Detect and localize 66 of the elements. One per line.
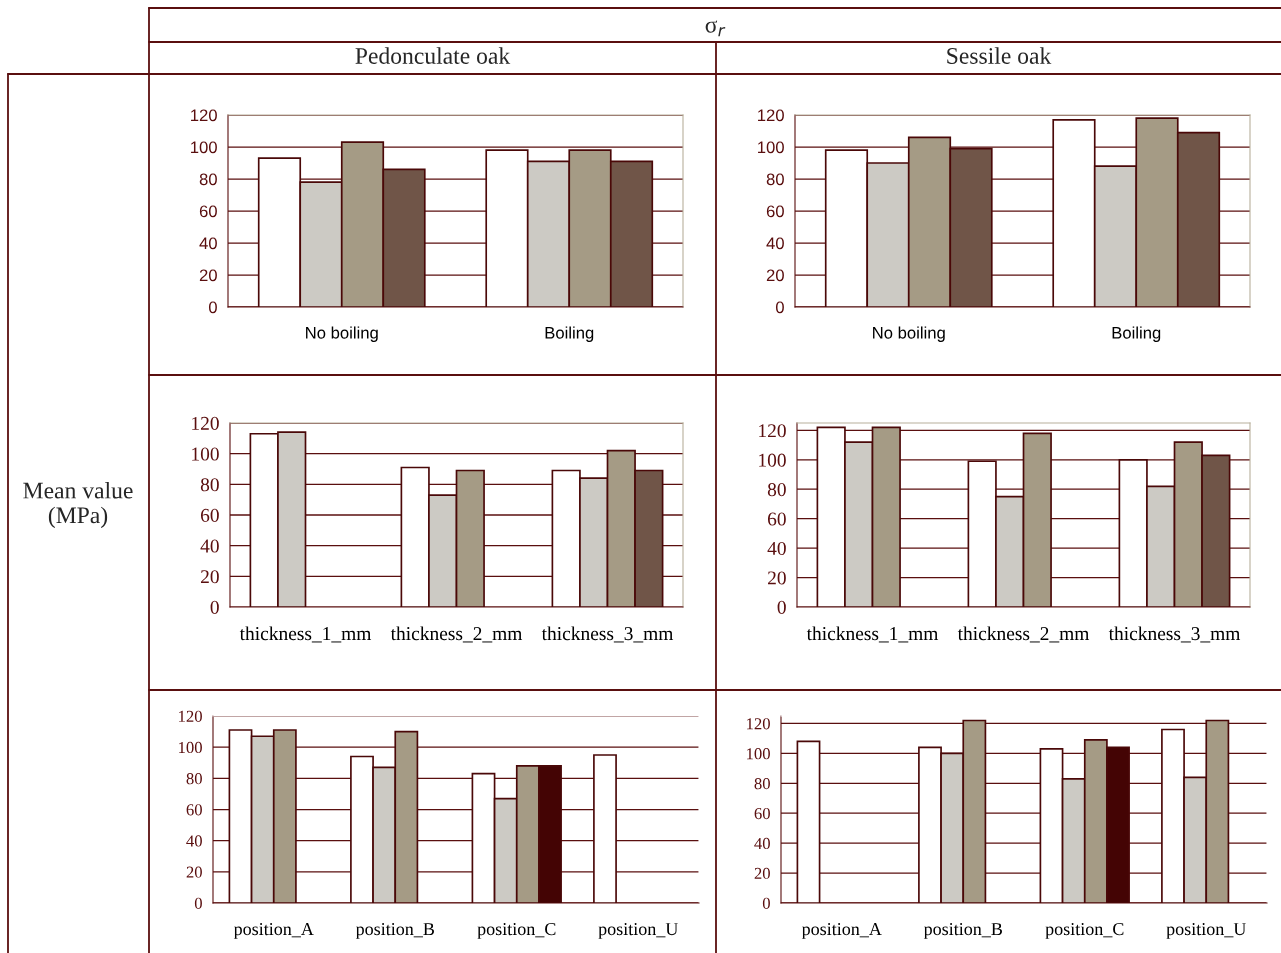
x-tick-label: position_B [923,923,1002,939]
y-tick-label: 100 [758,141,784,154]
y-tick-label: 40 [200,539,219,553]
y-tick-label: 40 [199,237,217,250]
y-tick-label: 100 [747,748,770,760]
y-tick-label: 120 [192,416,219,430]
x-tick-label: thickness_1_mm [806,626,939,643]
y-tick-label: 0 [777,600,786,614]
y-tick-label: 20 [754,867,770,880]
x-tick-label: No boiling [873,326,945,342]
y-tick-label: 60 [754,807,770,820]
y-tick-label: 120 [747,718,770,730]
y-tick-label: 60 [186,804,202,816]
y-tick-label: 20 [199,269,217,282]
y-tick-label: 100 [179,741,202,754]
text: σ$_{r}$ [705,20,726,37]
y-tick-label: 120 [179,710,202,722]
y-tick-label: 80 [199,173,217,186]
x-tick-label: position_C [1045,923,1124,939]
x-tick-label: position_A [801,923,882,939]
bar [593,754,617,903]
y-tick-label: 80 [766,173,784,186]
y-tick-label: 80 [186,773,202,785]
x-tick-label: No boiling [306,326,378,342]
chart-title: Sessile oak [947,47,1052,64]
y-tick-label: 40 [767,541,786,556]
x-tick-label: thickness_2_mm [390,626,523,643]
x-tick-label: position_U [598,923,678,939]
y-tick-label: 120 [191,109,217,122]
y-tick-label: 0 [208,301,217,314]
x-tick-label: thickness_1_mm [239,626,372,643]
y-axis-title: Mean value (MPa) [23,481,133,529]
y-tick-label: 0 [762,897,770,909]
y-tick-label: 20 [186,866,202,878]
y-tick-label: 0 [210,600,219,614]
y-tick-label: 80 [754,778,770,790]
y-tick-label: 100 [191,141,217,154]
y-tick-label: 60 [766,205,784,218]
x-tick-label: Boiling [1112,326,1161,342]
y-tick-label: 80 [767,483,786,497]
x-tick-label: position_C [477,923,556,939]
y-tick-label: 0 [194,897,202,909]
y-tick-label: 100 [192,447,219,461]
y-tick-label: 80 [200,478,219,492]
y-tick-label: 120 [759,424,786,438]
y-tick-label: 40 [186,835,202,847]
x-tick-label: thickness_2_mm [957,626,1090,643]
x-tick-label: thickness_3_mm [1108,626,1241,643]
y-tick-label: 100 [759,453,786,467]
x-tick-label: position_A [233,923,314,939]
y-tick-label: 60 [767,512,786,526]
y-tick-label: 60 [199,205,217,218]
y-tick-label: 20 [200,570,219,584]
y-tick-label: 40 [754,837,770,850]
x-tick-label: position_U [1166,923,1246,939]
y-tick-label: 60 [200,508,219,522]
chart-title: Pedonculate oak [355,47,511,64]
bar [796,740,821,903]
x-tick-label: Boiling [545,326,594,342]
x-tick-label: position_B [355,923,434,939]
y-tick-label: 20 [766,269,784,282]
y-tick-label: 120 [758,109,784,122]
x-tick-label: thickness_3_mm [541,626,674,643]
y-tick-label: 0 [775,301,784,314]
y-tick-label: 20 [767,571,786,585]
y-tick-label: 40 [766,237,784,250]
